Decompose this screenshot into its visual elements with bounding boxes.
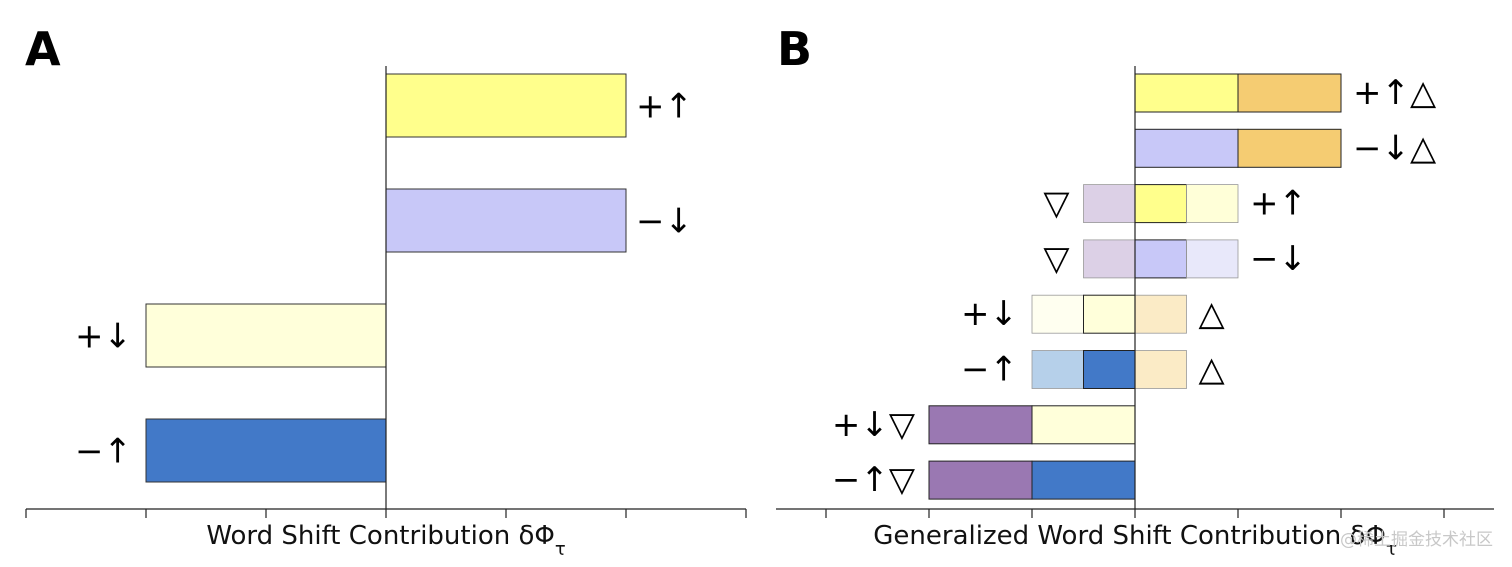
panel-a-bar — [145, 418, 387, 483]
panel-a-bars: +↑ −↓ +↓ −↑ — [75, 73, 693, 483]
panel-b-bar-segment — [1134, 128, 1239, 168]
panel-a-x-axis-label-sub: τ — [555, 539, 566, 560]
panel-b-bar-segment — [1186, 239, 1239, 279]
panel-b-bar-segment — [1134, 350, 1187, 389]
panel-a-bar-label: +↓ — [75, 317, 132, 357]
panel-a-bar-label: +↑ — [636, 87, 693, 127]
panel-b-bar-segment — [1083, 350, 1136, 389]
panel-a-label: A — [25, 22, 61, 76]
panel-b-left-label: +↓ — [961, 294, 1018, 334]
panel-a-bar — [145, 303, 387, 368]
panel-a-bar — [385, 73, 627, 138]
panel-b-right-label: △ — [1199, 350, 1226, 390]
panel-a-x-axis — [25, 66, 747, 518]
panel-b-right-label: △ — [1199, 294, 1226, 334]
panel-b-bar-segment — [1031, 350, 1084, 389]
panel-b-left-label: ▽ — [1043, 239, 1070, 279]
panel-a-bar-label: −↑ — [75, 432, 132, 472]
panel-a-x-axis-label: Word Shift Contribution δΦτ — [206, 521, 565, 560]
panel-b-bar-segment — [1031, 460, 1136, 500]
panel-b-bar-segment — [1134, 239, 1187, 279]
panel-b-right-label: −↓△ — [1353, 128, 1437, 168]
panel-b-left-label: −↑ — [961, 350, 1018, 390]
panel-b-label: B — [777, 22, 812, 76]
panel-a: A +↑ −↓ +↓ −↑ Word Shift Contribution δΦτ — [25, 22, 747, 560]
panel-b-bar-segment — [1134, 294, 1187, 334]
panel-b-bar-segment — [1134, 73, 1239, 113]
panel-a-x-axis-label-main: Word Shift Contribution δΦ — [206, 521, 555, 551]
panel-b-x-axis-label: Generalized Word Shift Contribution δΦτ — [873, 521, 1396, 560]
panel-b-left-label: ▽ — [1043, 184, 1070, 224]
panel-b-bar-segment — [1237, 128, 1342, 168]
panel-b-bar-segment — [1083, 239, 1136, 279]
panel-b: B +↑△ −↓△ +↑ ▽ −↓ ▽ △ +↓ △ −↑ +↓▽ −↑▽ Generalized W… — [776, 22, 1494, 560]
panel-b-x-axis-label-sub: τ — [1386, 539, 1397, 560]
panel-b-bar-segment — [1083, 184, 1136, 224]
panel-b-x-axis-label-main: Generalized Word Shift Contribution δΦ — [873, 521, 1386, 551]
panel-b-bar-segment — [1083, 294, 1136, 334]
panel-a-bar — [385, 188, 627, 253]
panel-b-bar-segment — [1031, 294, 1084, 334]
panel-b-bar-segment — [1134, 184, 1187, 224]
panel-b-bars: +↑△ −↓△ +↑ ▽ −↓ ▽ △ +↓ △ −↑ +↓▽ −↑▽ — [832, 73, 1437, 500]
panel-b-bar-segment — [1186, 184, 1239, 224]
panel-b-bar-segment — [1031, 405, 1136, 445]
panel-a-bar-label: −↓ — [636, 202, 693, 242]
panel-b-left-label: +↓▽ — [832, 405, 916, 445]
panel-b-right-label: +↑△ — [1353, 73, 1437, 113]
panel-b-bar-segment — [928, 460, 1033, 500]
panel-b-right-label: −↓ — [1250, 239, 1307, 279]
panel-b-x-axis — [776, 66, 1494, 518]
panel-b-bar-segment — [928, 405, 1033, 445]
watermark: @稀土掘金技术社区 — [1340, 530, 1493, 550]
panel-b-right-label: +↑ — [1250, 184, 1307, 224]
panel-b-left-label: −↑▽ — [832, 460, 916, 500]
panel-b-bar-segment — [1237, 73, 1342, 113]
